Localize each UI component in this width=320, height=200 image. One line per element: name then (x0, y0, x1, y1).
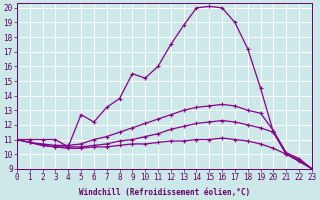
X-axis label: Windchill (Refroidissement éolien,°C): Windchill (Refroidissement éolien,°C) (79, 188, 250, 197)
